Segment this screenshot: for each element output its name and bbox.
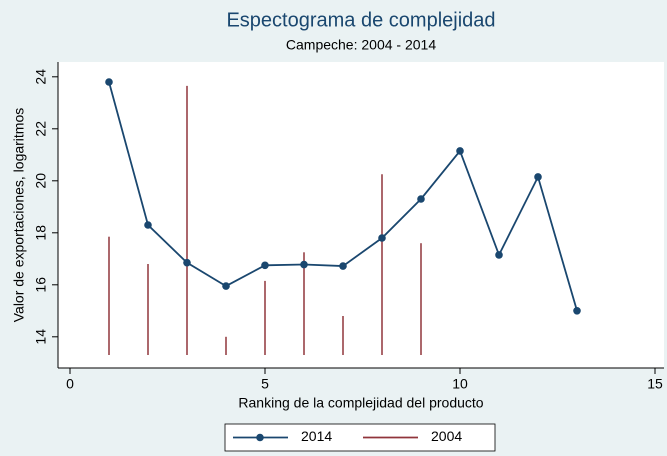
x-tick-label: 5: [261, 376, 269, 392]
marker: [417, 195, 425, 203]
marker: [183, 258, 191, 267]
x-axis-label: Ranking de la complejidad del producto: [238, 395, 483, 411]
x-tick-label: 15: [647, 376, 663, 392]
marker: [144, 221, 152, 229]
legend-marker: [256, 433, 264, 442]
marker: [339, 262, 347, 270]
y-axis-label: Valor de exportaciones, logaritmos: [11, 108, 27, 323]
x-tick-label: 0: [66, 376, 74, 392]
chart-title: Espectograma de complejidad: [226, 9, 495, 31]
legend-label: 2004: [431, 428, 462, 444]
marker: [456, 147, 464, 155]
marker: [573, 307, 581, 315]
marker: [534, 173, 542, 181]
marker: [378, 234, 386, 242]
marker: [495, 251, 503, 259]
chart-subtitle: Campeche: 2004 - 2014: [286, 37, 436, 53]
y-tick-label: 24: [33, 69, 49, 85]
x-tick-label: 10: [452, 376, 468, 392]
marker: [300, 260, 308, 269]
y-tick-label: 16: [33, 277, 49, 293]
legend-label: 2014: [301, 428, 332, 444]
y-tick-label: 18: [33, 225, 49, 241]
y-tick-label: 22: [33, 121, 49, 137]
y-tick-label: 20: [33, 173, 49, 189]
marker: [222, 282, 230, 290]
plot-area: [58, 62, 664, 368]
y-tick-label: 14: [33, 329, 49, 345]
marker: [261, 261, 269, 270]
marker: [105, 78, 113, 86]
